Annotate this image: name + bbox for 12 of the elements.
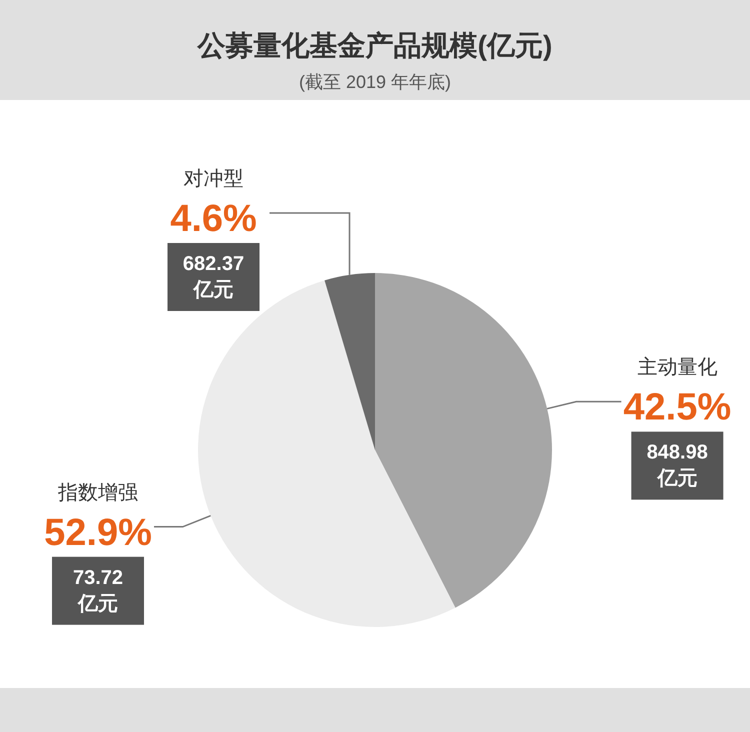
text: 73.72 亿元 <box>72 566 124 615</box>
chart-subtitle: (截至 2019 年年底) <box>298 72 452 92</box>
chart-title: 公募量化基金产品规模(亿元) <box>196 30 552 61</box>
data-label: 4.6% <box>170 198 257 240</box>
slice-label: 指数增强 <box>57 482 138 504</box>
data-label: 42.5% <box>623 386 732 429</box>
text: 682.37 亿元 <box>182 253 244 301</box>
data-label: 52.9% <box>44 512 152 554</box>
slice-label: 对冲型 <box>184 168 244 190</box>
slice-label: 主动量化 <box>637 356 718 379</box>
text: 848.98 亿元 <box>646 442 708 490</box>
pie-slice <box>375 273 552 608</box>
